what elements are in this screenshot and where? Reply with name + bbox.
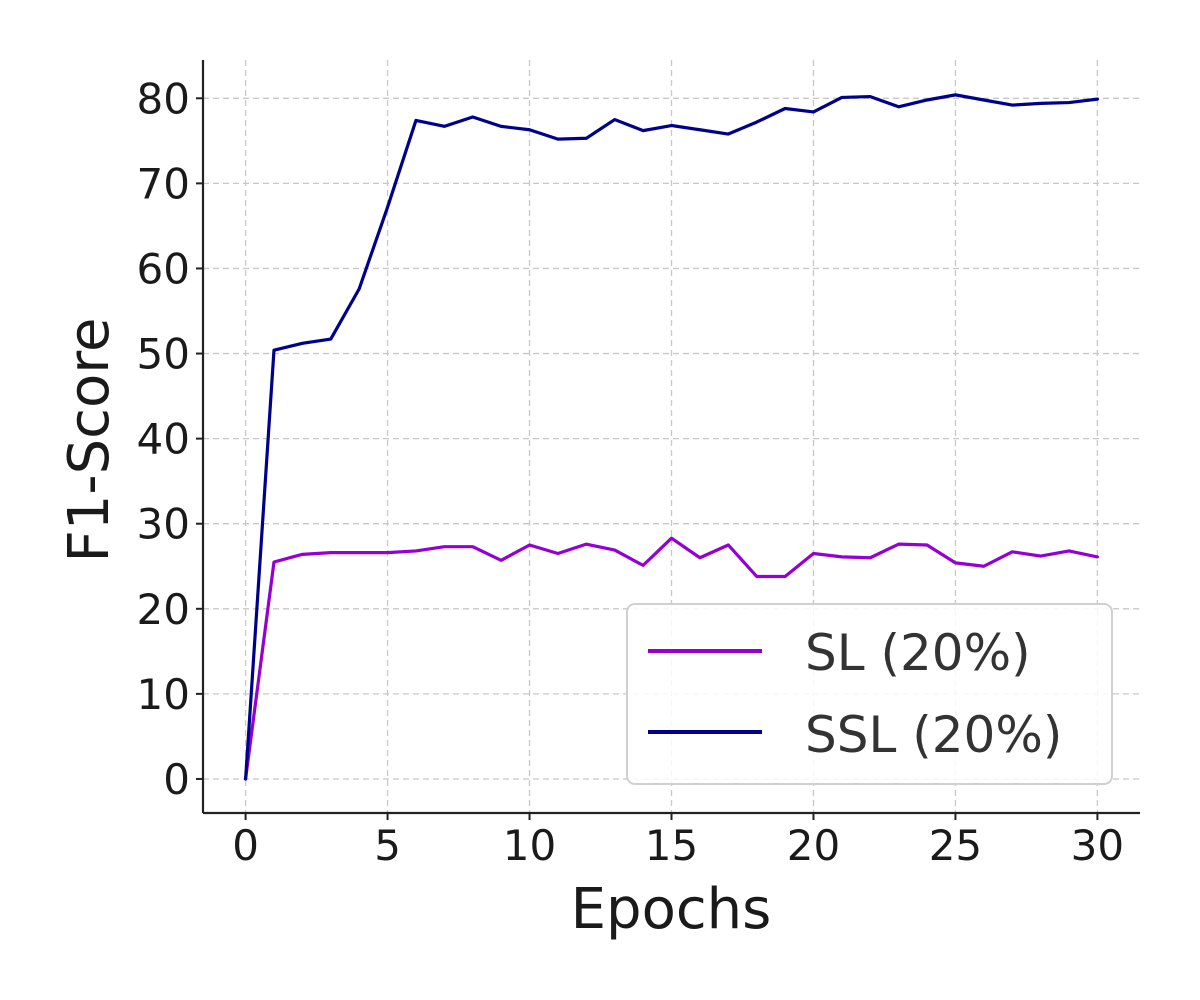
x-tick-label: 5 [374, 821, 401, 870]
y-tick-label: 10 [137, 670, 190, 719]
y-tick-label: 20 [137, 585, 190, 634]
series-lines [243, 93, 1100, 781]
legend-label-ssl: SSL (20%) [805, 706, 1062, 764]
y-tick-label: 70 [137, 159, 190, 208]
y-tick-label: 50 [137, 330, 190, 379]
legend-label-sl: SL (20%) [805, 624, 1031, 682]
x-axis-label: Epochs [571, 877, 772, 942]
x-tick-label: 15 [645, 821, 698, 870]
x-tick-label: 0 [232, 821, 259, 870]
y-tick-label: 80 [137, 74, 190, 123]
y-tick-label: 60 [137, 244, 190, 293]
y-tick-label: 40 [137, 415, 190, 464]
series-line-ssl [243, 93, 1100, 781]
tick-labels: 0 5 10 15 20 25 30 0 10 20 30 40 50 60 70 80 [137, 74, 1125, 870]
x-tick-label: 25 [929, 821, 982, 870]
series-line-sl [243, 536, 1100, 781]
x-tick-label: 10 [503, 821, 556, 870]
legend: SL (20%) SSL (20%) [626, 603, 1113, 785]
y-tick-label: 0 [163, 755, 190, 804]
x-tick-label: 30 [1071, 821, 1124, 870]
y-axis-label: F1-Score [57, 318, 122, 563]
x-tick-label: 20 [787, 821, 840, 870]
y-tick-label: 30 [137, 500, 190, 549]
